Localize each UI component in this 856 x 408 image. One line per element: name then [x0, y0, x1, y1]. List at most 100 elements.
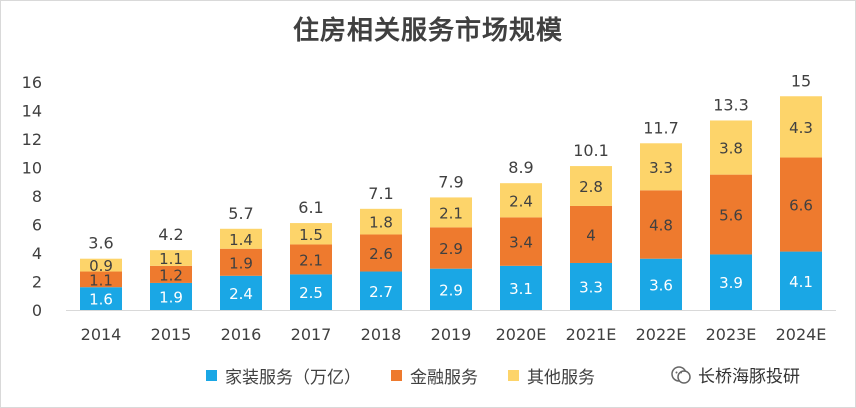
- segment-label: 4.8: [649, 217, 673, 235]
- segment-label: 3.4: [509, 234, 533, 252]
- segment-label: 3.6: [649, 276, 673, 294]
- bar-segment: [80, 258, 122, 272]
- segment-label: 3.3: [649, 159, 673, 177]
- bar-segment: [220, 228, 262, 249]
- bar-segment: [430, 227, 472, 269]
- segment-label: 2.6: [369, 245, 393, 263]
- bar-segment: [290, 223, 332, 245]
- bar-segment: [780, 251, 822, 310]
- bar-segment: [360, 271, 402, 310]
- segment-label: 2.9: [439, 240, 463, 258]
- segment-label: 3.8: [719, 140, 743, 158]
- total-label: 7.9: [438, 172, 463, 191]
- segment-label: 1.9: [229, 254, 253, 272]
- segment-label: 6.6: [789, 197, 813, 215]
- bar-segment: [780, 96, 822, 158]
- y-tick-label: 8: [32, 187, 42, 206]
- segment-label: 2.7: [369, 283, 393, 301]
- y-tick-label: 10: [22, 159, 42, 178]
- bar-segment: [290, 274, 332, 310]
- y-tick-label: 14: [22, 102, 42, 121]
- segment-label: 3.1: [509, 280, 533, 298]
- segment-label: 4: [586, 226, 596, 244]
- x-tick-label: 2019: [431, 325, 472, 344]
- legend-label-finance: 金融服务: [410, 367, 478, 388]
- chart-title: 住房相关服务市场规模: [292, 16, 563, 46]
- bar-segment: [430, 197, 472, 228]
- bar-segment: [710, 174, 752, 255]
- legend-swatch-finance: [391, 369, 402, 381]
- bar-segment: [290, 244, 332, 275]
- segment-label: 1.5: [299, 226, 323, 244]
- total-label: 8.9: [508, 158, 533, 177]
- bar-segment: [360, 234, 402, 272]
- bar-segment: [570, 262, 612, 310]
- segment-label: 2.8: [579, 178, 603, 196]
- x-tick-label: 2016: [221, 325, 262, 344]
- legend-item-finance: 金融服务: [391, 363, 478, 388]
- bar-segment: [150, 265, 192, 283]
- segment-label: 2.4: [509, 192, 533, 210]
- bar-segment: [150, 250, 192, 266]
- segment-label: 1.9: [159, 288, 183, 306]
- total-label: 13.3: [713, 95, 749, 114]
- brand-watermark: 长桥海豚投研: [670, 362, 800, 387]
- y-tick-label: 6: [32, 216, 42, 235]
- bar-segment: [430, 268, 472, 310]
- legend-label-home-decoration: 家装服务（万亿）: [225, 367, 361, 388]
- bar-segment: [500, 183, 542, 218]
- legend-item-home-decoration: 家装服务（万亿）: [206, 363, 361, 388]
- segment-label: 4.3: [789, 119, 813, 137]
- x-tick-label: 2024E: [776, 325, 827, 344]
- y-tick-label: 2: [32, 273, 42, 292]
- bar-segment: [80, 287, 122, 310]
- bar-segment: [780, 157, 822, 252]
- bar-segment: [500, 217, 542, 266]
- segment-label: 2.9: [439, 281, 463, 299]
- segment-label: 1.8: [369, 214, 393, 232]
- bar-segment: [640, 258, 682, 310]
- segment-label: 1.6: [89, 291, 113, 309]
- y-tick-label: 0: [32, 301, 42, 320]
- segment-label: 1.1: [159, 250, 183, 268]
- x-tick-label: 2015: [151, 325, 192, 344]
- bar-segment: [500, 265, 542, 310]
- bar-segment: [570, 166, 612, 206]
- total-label: 15: [791, 71, 811, 90]
- total-label: 4.2: [158, 225, 183, 244]
- x-tick-label: 2023E: [706, 325, 757, 344]
- legend-item-other: 其他服务: [508, 363, 595, 388]
- x-tick-label: 2017: [291, 325, 332, 344]
- total-label: 7.1: [368, 184, 393, 203]
- total-label: 5.7: [228, 204, 253, 223]
- x-tick-label: 2021E: [566, 325, 617, 344]
- bar-segment: [640, 190, 682, 259]
- total-label: 10.1: [573, 141, 609, 160]
- segment-label: 2.5: [299, 284, 323, 302]
- bar-segment: [220, 248, 262, 276]
- y-tick-label: 4: [32, 244, 42, 263]
- bar-segment: [640, 143, 682, 191]
- bar-segment: [360, 208, 402, 235]
- segment-label: 3.3: [579, 278, 603, 296]
- wechat-icon: [671, 365, 691, 384]
- segment-label: 2.1: [299, 251, 323, 269]
- segment-label: 4.1: [789, 273, 813, 291]
- total-label: 6.1: [298, 198, 323, 217]
- bar-segment: [710, 254, 752, 310]
- bar-segment: [570, 205, 612, 263]
- legend-swatch-other: [508, 369, 519, 381]
- x-tick-label: 2020E: [496, 325, 547, 344]
- total-label: 3.6: [88, 234, 113, 253]
- y-tick-label: 12: [22, 130, 42, 149]
- bar-segment: [80, 271, 122, 288]
- x-tick-label: 2018: [361, 325, 402, 344]
- watermark-text: 长桥海豚投研: [698, 367, 800, 387]
- segment-label: 2.4: [229, 285, 253, 303]
- y-tick-label: 16: [22, 73, 42, 92]
- segment-label: 5.6: [719, 207, 743, 225]
- x-tick-label: 2014: [81, 325, 122, 344]
- segment-label: 1.4: [229, 231, 253, 249]
- bar-segment: [710, 120, 752, 175]
